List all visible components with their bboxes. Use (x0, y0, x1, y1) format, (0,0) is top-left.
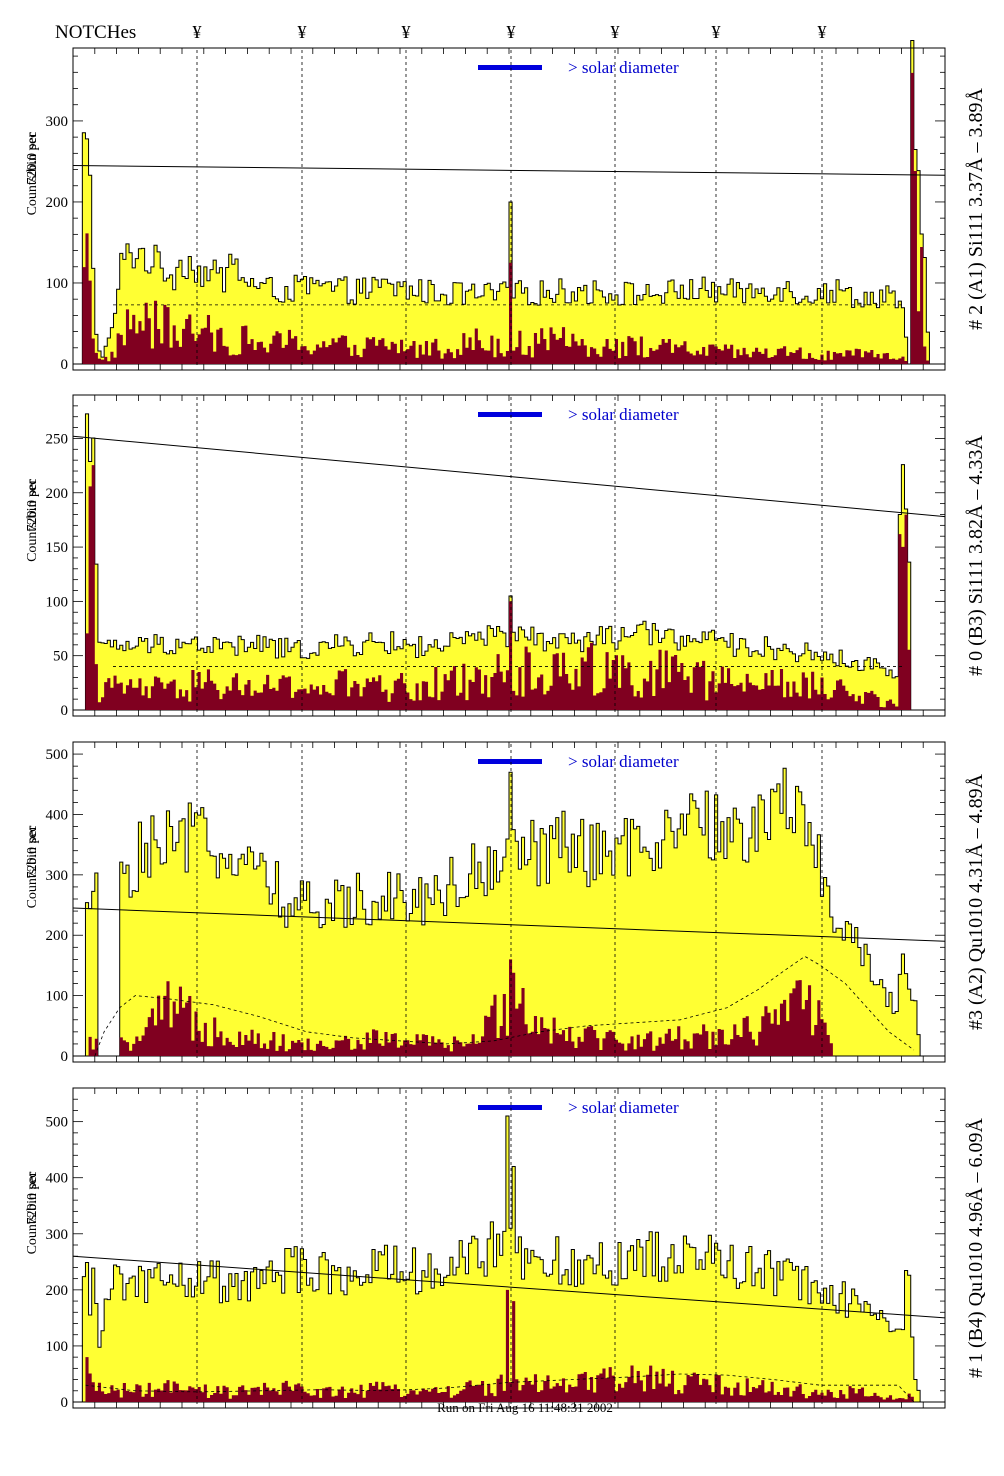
y-tick-label: 0 (61, 1395, 69, 1411)
notch-marks: ¥ ¥ ¥ ¥ ¥ ¥ ¥ (193, 22, 827, 42)
background-curve (85, 1373, 915, 1403)
solar-diameter-label: > solar diameter (568, 405, 679, 424)
trend-line (72, 907, 946, 942)
y-tick-label: 400 (46, 807, 69, 823)
trend-line (72, 164, 946, 176)
histogram-total (73, 1115, 945, 1403)
notch-mark-1: ¥ (193, 22, 202, 42)
histogram-total (73, 767, 945, 1057)
y-axis-label: Counts/bin per (25, 1171, 40, 1254)
panel-title: # 2 (A1) Si111 3.37Å – 3.89Å (965, 88, 987, 330)
histogram-subset (73, 72, 945, 365)
y-tick-label: 400 (46, 1171, 69, 1187)
y-tick-label: 0 (61, 357, 69, 373)
y-tick-label: 150 (46, 540, 69, 556)
y-tick-label: 100 (46, 594, 69, 610)
y-tick-label: 500 (46, 1115, 69, 1131)
notch-header: NOTCHes ¥ ¥ ¥ ¥ ¥ ¥ ¥ (55, 22, 827, 43)
y-tick-label: 100 (46, 276, 69, 292)
y-axis-time: 720.0 sec (25, 479, 40, 532)
notch-mark-5: ¥ (611, 22, 620, 42)
panel-title: #3 (A2) Qu1010 4.31Å – 4.89Å (965, 773, 987, 1030)
histogram-subset (73, 959, 945, 1056)
solar-diameter-bar (478, 412, 542, 417)
solar-diameter-bar (478, 1105, 542, 1110)
panels: > solar diameter 0 100 200 300 Counts/bin per… (25, 40, 987, 1411)
solar-diameter-bar (478, 65, 542, 70)
panel-1: > solar diameter 0 100 200 300 Counts/bin per… (25, 40, 987, 373)
y-axis-label: Counts/bin per (25, 132, 40, 215)
y-tick-label: 250 (46, 431, 69, 447)
notch-mark-2: ¥ (298, 22, 307, 42)
panel-3: > solar diameter 0 100 200 300 400 500 Counts/b… (25, 741, 987, 1065)
solar-diameter-label: > solar diameter (568, 58, 679, 77)
y-tick-label: 500 (46, 747, 69, 763)
notch-mark-4: ¥ (507, 22, 516, 42)
y-tick-label: 300 (46, 868, 69, 884)
notch-mark-7: ¥ (818, 22, 827, 42)
y-axis-time: 720.0 sec (25, 826, 40, 879)
solar-diameter-bar (478, 759, 542, 764)
notch-mark-6: ¥ (712, 22, 721, 42)
y-tick-label: 200 (46, 928, 69, 944)
y-axis-time: 720.0 sec (25, 132, 40, 185)
panel-title: # 1 (B4) Qu1010 4.96Å – 6.09Å (965, 1117, 987, 1378)
y-axis-time: 720.0 sec (25, 1172, 40, 1225)
y-tick-label: 300 (46, 114, 69, 130)
y-tick-label: 200 (46, 486, 69, 502)
run-timestamp: Run on Fri Aug 16 11:48:31 2002 (437, 1400, 613, 1415)
panel-4: > solar diameter 0 100 200 300 400 500 Counts/b… (25, 1087, 987, 1411)
solar-diameter-label: > solar diameter (568, 1098, 679, 1117)
y-tick-label: 0 (61, 703, 69, 719)
trend-line (72, 1255, 946, 1319)
solar-diameter-label: > solar diameter (568, 752, 679, 771)
y-axis-label: Counts/bin per (25, 825, 40, 908)
panel-2: > solar diameter 0 50 100 150 200 250 Counts/bi… (25, 394, 987, 719)
trend-line (72, 435, 946, 518)
y-tick-label: 0 (61, 1049, 69, 1065)
y-tick-label: 100 (46, 1339, 69, 1355)
histogram-subset (73, 1289, 945, 1402)
histogram-subset (73, 465, 945, 710)
panel-title: # 0 (B3) Si111 3.82Å – 4.33Å (965, 435, 987, 676)
y-tick-label: 50 (53, 649, 68, 665)
y-tick-label: 100 (46, 989, 69, 1005)
y-tick-label: 200 (46, 1283, 69, 1299)
y-axis-label: Counts/bin per (25, 479, 40, 562)
notches-label: NOTCHes (55, 22, 136, 43)
y-tick-label: 300 (46, 1227, 69, 1243)
y-tick-label: 200 (46, 195, 69, 211)
notch-mark-3: ¥ (402, 22, 411, 42)
